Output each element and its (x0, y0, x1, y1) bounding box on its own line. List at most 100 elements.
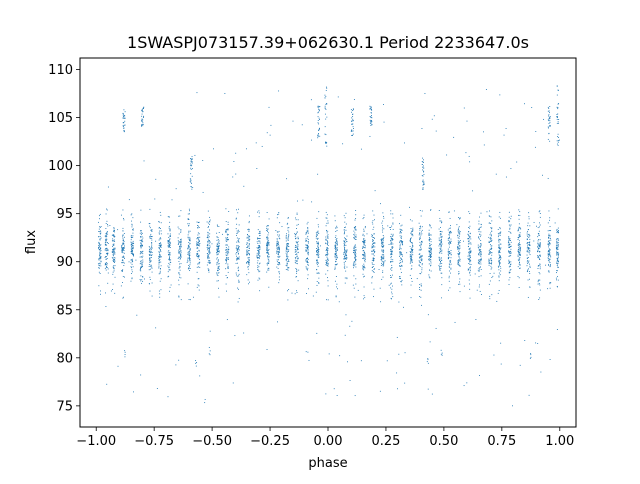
data-point (380, 259, 382, 260)
data-point (106, 267, 108, 268)
data-point (112, 251, 114, 253)
data-point (526, 261, 528, 263)
data-point (248, 235, 250, 237)
data-point (497, 292, 499, 294)
data-point (277, 248, 279, 250)
data-point (158, 273, 160, 275)
data-point (235, 274, 237, 276)
data-point (493, 354, 495, 356)
data-point (557, 255, 559, 257)
data-point (404, 382, 406, 384)
x-tick-label: −0.50 (192, 434, 232, 449)
data-point (402, 241, 403, 243)
data-point (343, 215, 345, 217)
data-point (520, 254, 521, 256)
data-point (548, 271, 550, 273)
data-point (247, 268, 249, 270)
data-point (227, 263, 229, 265)
data-point (519, 234, 521, 236)
data-point (518, 250, 520, 252)
data-point (307, 229, 309, 231)
data-point (409, 253, 411, 255)
data-point (207, 239, 209, 241)
data-point (202, 160, 204, 161)
data-point (390, 236, 392, 237)
data-point (429, 258, 431, 260)
data-point (159, 254, 161, 256)
data-point (343, 240, 345, 242)
data-point (373, 252, 375, 254)
data-point (302, 199, 304, 201)
data-point (106, 235, 108, 237)
data-point (528, 251, 530, 253)
data-point (353, 246, 355, 248)
data-point (132, 266, 134, 268)
data-point (479, 216, 480, 218)
data-point (556, 272, 557, 274)
data-point (325, 142, 326, 144)
data-point (355, 246, 357, 248)
data-point (192, 187, 194, 188)
data-point (420, 259, 422, 260)
data-point (558, 103, 560, 104)
data-point (429, 251, 431, 253)
data-point (209, 241, 211, 243)
data-point (495, 173, 497, 175)
data-point (159, 230, 161, 232)
data-point (105, 213, 107, 215)
data-point (112, 248, 114, 250)
data-point (247, 229, 249, 231)
data-point (362, 254, 364, 256)
data-point (380, 240, 382, 242)
data-point (353, 237, 355, 239)
data-point (227, 223, 229, 225)
data-point (149, 237, 151, 239)
data-point (419, 273, 421, 274)
data-point (317, 107, 319, 108)
data-point (106, 252, 108, 254)
data-point (189, 266, 190, 268)
data-point (352, 118, 354, 120)
data-point (400, 257, 402, 259)
data-point (428, 260, 430, 262)
data-point (421, 128, 423, 129)
data-point (278, 263, 280, 265)
data-point (149, 225, 151, 227)
data-point (236, 223, 238, 225)
data-point (448, 256, 450, 258)
data-point (259, 233, 261, 235)
data-point (498, 247, 500, 249)
data-point (189, 239, 191, 241)
data-point (555, 245, 557, 247)
data-point (422, 184, 424, 186)
data-point (423, 165, 424, 167)
data-point (492, 275, 494, 277)
data-point (327, 265, 329, 267)
data-point (418, 249, 420, 251)
data-point (294, 293, 296, 295)
data-point (259, 245, 260, 246)
data-point (335, 245, 337, 247)
data-point (208, 242, 210, 244)
data-point (296, 224, 298, 226)
data-point (307, 278, 309, 280)
data-point (430, 248, 432, 250)
data-point (238, 241, 240, 243)
data-point (158, 232, 160, 234)
data-point (123, 242, 124, 244)
data-point (143, 106, 145, 108)
data-point (208, 248, 210, 249)
data-point (382, 231, 384, 233)
data-point (286, 262, 288, 264)
data-point (459, 231, 461, 233)
data-point (246, 254, 248, 256)
data-point (180, 250, 182, 252)
data-point (318, 109, 320, 111)
data-point (122, 126, 124, 127)
data-point (199, 261, 201, 263)
data-point (326, 264, 328, 266)
data-point (318, 211, 320, 213)
data-point (469, 249, 471, 251)
data-point (435, 327, 437, 329)
data-point (373, 271, 375, 273)
